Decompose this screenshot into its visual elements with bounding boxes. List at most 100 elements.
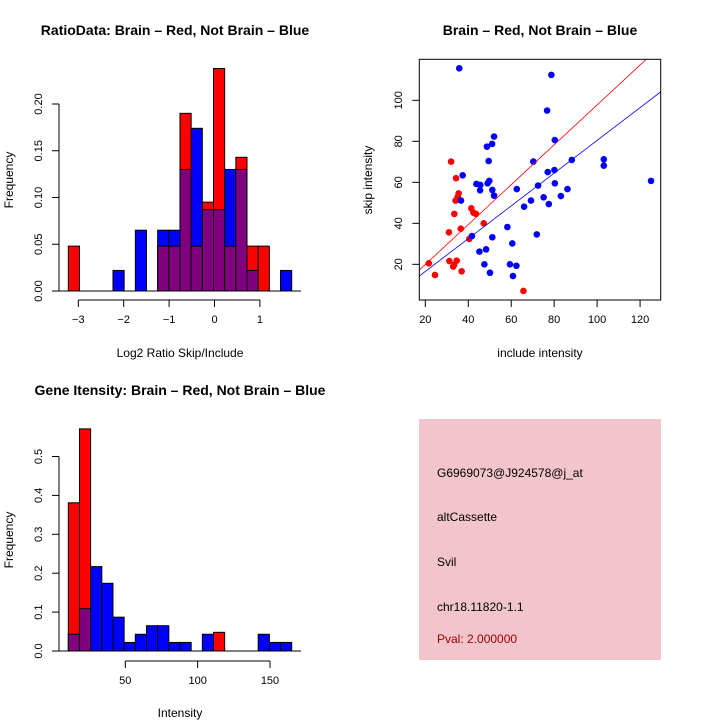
- bar-not-brain: [268, 641, 282, 652]
- bar-not-brain: [123, 641, 136, 652]
- bar-overlap: [168, 245, 181, 292]
- ratio-histogram-title: RatioData: Brain – Red, Not Brain – Blue: [41, 22, 310, 38]
- x-tick-label: 1: [257, 314, 263, 326]
- bar-brain: [67, 245, 80, 292]
- point-not-brain: [476, 187, 484, 194]
- y-tick-label: 80: [393, 135, 405, 147]
- point-not-brain: [488, 140, 496, 148]
- point-brain: [457, 225, 465, 232]
- bar-not-brain: [112, 269, 125, 292]
- bar-overlap: [78, 608, 92, 652]
- point-not-brain: [520, 203, 528, 211]
- x-tick-label: 80: [548, 314, 560, 326]
- intensity-histogram-title: Gene Itensity: Brain – Red, Not Brain – …: [35, 382, 326, 398]
- point-not-brain: [457, 197, 465, 204]
- point-brain: [446, 257, 453, 265]
- bar-not-brain: [134, 633, 147, 652]
- point-not-brain: [548, 71, 555, 79]
- y-tick-label: 40: [393, 217, 405, 229]
- y-tick-label: 0.15: [33, 140, 45, 161]
- point-not-brain: [527, 197, 535, 204]
- intensity-histogram-xlabel: Intensity: [158, 706, 203, 720]
- bar-overlap: [190, 245, 203, 292]
- y-tick-label: 0.5: [33, 449, 45, 464]
- point-not-brain: [486, 177, 493, 185]
- point-not-brain: [481, 261, 488, 268]
- y-tick-label: 100: [393, 91, 405, 109]
- point-not-brain: [600, 162, 608, 170]
- point-brain: [452, 197, 459, 204]
- point-not-brain: [489, 186, 496, 194]
- point-not-brain: [486, 269, 494, 277]
- point-not-brain: [490, 133, 498, 140]
- point-not-brain: [476, 181, 484, 189]
- p-value: Pval: 2.000000: [437, 632, 517, 646]
- x-tick-label: 120: [631, 314, 649, 326]
- bar-brain: [213, 631, 226, 652]
- probe-id: G6969073@J924578@j_at: [437, 466, 583, 480]
- gene-name: Svil: [437, 555, 456, 569]
- x-tick-label: 150: [261, 675, 279, 687]
- bar-not-brain: [280, 641, 293, 652]
- point-not-brain: [600, 156, 608, 163]
- point-not-brain: [476, 248, 483, 255]
- x-tick-label: 50: [119, 675, 131, 687]
- point-not-brain: [483, 143, 491, 150]
- bar-not-brain: [201, 633, 215, 652]
- x-tick-label: 20: [419, 314, 431, 326]
- bar-overlap: [67, 633, 80, 652]
- x-tick-label: 0: [211, 314, 217, 326]
- bar-overlap: [246, 269, 259, 292]
- x-tick-label: −2: [117, 314, 130, 326]
- ratio-histogram-xlabel: Log2 Ratio Skip/Include: [117, 346, 244, 360]
- y-tick-label: 0.2: [33, 566, 45, 581]
- point-brain: [431, 271, 439, 279]
- scatter-xlabel: include intensity: [497, 346, 582, 360]
- x-tick-label: 100: [188, 675, 206, 687]
- point-brain: [425, 260, 433, 267]
- point-not-brain: [504, 223, 511, 231]
- point-brain: [447, 158, 455, 165]
- bar-overlap: [224, 245, 237, 292]
- point-not-brain: [540, 193, 547, 201]
- y-tick-label: 0.00: [33, 280, 45, 301]
- point-not-brain: [564, 185, 571, 193]
- x-tick-label: −3: [72, 314, 85, 326]
- point-not-brain: [509, 272, 517, 280]
- bar-not-brain: [280, 269, 293, 292]
- point-not-brain: [545, 200, 553, 208]
- y-tick-label: 0.20: [33, 93, 45, 114]
- point-not-brain: [551, 180, 559, 187]
- ratio-histogram-ylabel: Frequency: [2, 152, 16, 209]
- x-tick-label: 40: [462, 314, 474, 326]
- point-brain: [451, 210, 458, 218]
- point-not-brain: [530, 158, 537, 165]
- y-tick-label: 20: [393, 258, 405, 270]
- bar-overlap: [235, 168, 248, 292]
- info-panel-background: [419, 419, 661, 660]
- bar-overlap: [179, 168, 192, 292]
- x-tick-label: 100: [588, 314, 606, 326]
- bar-brain: [257, 245, 270, 292]
- bar-not-brain: [257, 633, 270, 652]
- bar-overlap: [157, 245, 170, 292]
- y-tick-label: 0.10: [33, 187, 45, 208]
- bar-overlap: [213, 209, 226, 292]
- bar-not-brain: [134, 229, 147, 292]
- y-tick-label: 0.05: [33, 234, 45, 255]
- plot-box: [418, 58, 662, 301]
- y-tick-label: 0.4: [33, 488, 45, 503]
- intensity-histogram: Gene Itensity: Brain – Red, Not Brain – …: [2, 382, 326, 720]
- bar-not-brain: [90, 566, 103, 652]
- point-brain: [472, 210, 480, 218]
- intensity-scatter: Brain – Red, Not Brain – Blue include in…: [361, 22, 662, 360]
- point-not-brain: [489, 233, 496, 241]
- point-not-brain: [544, 168, 552, 176]
- fit-line-brain: [419, 59, 647, 271]
- y-tick-label: 0.3: [33, 527, 45, 542]
- intensity-histogram-ylabel: Frequency: [2, 512, 16, 569]
- point-not-brain: [647, 177, 655, 185]
- point-brain: [480, 220, 488, 227]
- bar-not-brain: [112, 616, 125, 652]
- point-not-brain: [455, 65, 463, 72]
